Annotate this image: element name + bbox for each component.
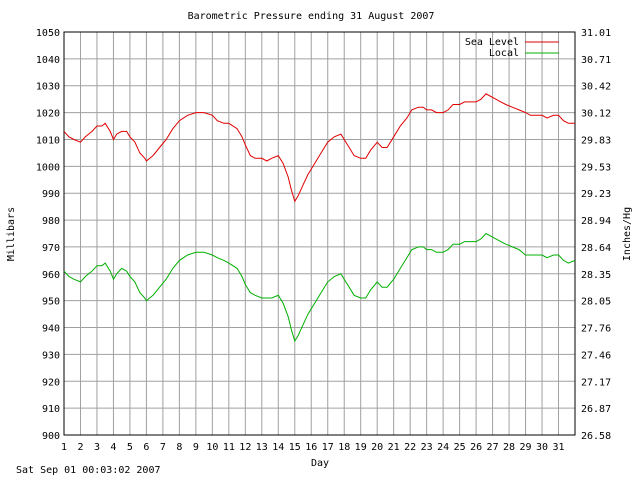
x-tick-label: 27 xyxy=(487,442,499,453)
y-tick-label-left: 990 xyxy=(42,189,60,200)
x-tick-label: 30 xyxy=(536,442,548,453)
y-tick-label-left: 1010 xyxy=(36,135,60,146)
x-tick-label: 9 xyxy=(193,442,199,453)
y-tick-label-right: 30.12 xyxy=(581,109,611,120)
x-tick-label: 20 xyxy=(371,442,383,453)
series-line-sea-level xyxy=(63,93,575,203)
y-tick-label-left: 910 xyxy=(42,404,60,415)
y-tick-labels-right: 26.58 26.87 27.17 27.46 27.76 28.05 28.35 28.64… xyxy=(581,28,611,442)
x-tick-label: 2 xyxy=(77,442,83,453)
x-tick-label: 14 xyxy=(272,442,284,453)
x-tick-label: 3 xyxy=(94,442,100,453)
y-tick-label-right: 26.58 xyxy=(581,431,611,442)
x-tick-label: 19 xyxy=(355,442,367,453)
x-tick-label: 25 xyxy=(454,442,466,453)
x-tick-label: 22 xyxy=(404,442,416,453)
x-tick-label: 10 xyxy=(206,442,218,453)
chart-title: Barometric Pressure ending 31 August 200… xyxy=(188,11,435,22)
y-tick-label-right: 27.76 xyxy=(581,324,611,335)
x-tick-label: 15 xyxy=(289,442,301,453)
y-tick-label-right: 27.46 xyxy=(581,350,611,361)
y-tick-label-right: 28.64 xyxy=(581,243,611,254)
y-tick-label-right: 29.53 xyxy=(581,162,611,173)
x-tick-label: 16 xyxy=(305,442,317,453)
y-tick-label-left: 950 xyxy=(42,297,60,308)
y-tick-label-right: 30.71 xyxy=(581,55,611,66)
legend-label-sea-level: Sea Level xyxy=(465,37,519,48)
legend: Sea Level Local xyxy=(465,37,559,59)
y-tick-labels-left: 900 910 920 930 940 950 960 970 980 990 1000 1010 10… xyxy=(36,28,60,442)
y-tick-label-right: 29.23 xyxy=(581,189,611,200)
x-tick-label: 11 xyxy=(223,442,235,453)
x-tick-label: 26 xyxy=(470,442,482,453)
y-tick-label-left: 930 xyxy=(42,350,60,361)
x-tick-label: 8 xyxy=(176,442,182,453)
y-tick-label-left: 900 xyxy=(42,431,60,442)
legend-label-local: Local xyxy=(489,48,519,59)
y-tick-label-right: 29.83 xyxy=(581,135,611,146)
x-axis-label: Day xyxy=(311,458,329,469)
series-lines xyxy=(63,93,576,343)
x-tick-label: 29 xyxy=(520,442,532,453)
plot-frame xyxy=(63,31,576,436)
y-tick-label-left: 920 xyxy=(42,377,60,388)
y-tick-label-right: 26.87 xyxy=(581,404,611,415)
y-tick-label-left: 1040 xyxy=(36,55,60,66)
x-tick-label: 12 xyxy=(239,442,251,453)
x-tick-label: 5 xyxy=(127,442,133,453)
y-tick-label-left: 980 xyxy=(42,216,60,227)
y-tick-label-right: 28.35 xyxy=(581,270,611,281)
y-tick-label-right: 31.01 xyxy=(581,28,611,39)
y-tick-label-right: 27.17 xyxy=(581,377,611,388)
x-tick-label: 17 xyxy=(322,442,334,453)
y-tick-label-left: 1030 xyxy=(36,82,60,93)
x-tick-label: 1 xyxy=(61,442,67,453)
x-tick-label: 28 xyxy=(503,442,515,453)
y-tick-label-right: 28.05 xyxy=(581,297,611,308)
y-tick-label-left: 960 xyxy=(42,270,60,281)
y-tick-label-left: 1050 xyxy=(36,28,60,39)
x-tick-label: 23 xyxy=(421,442,433,453)
x-tick-label: 31 xyxy=(552,442,564,453)
x-tick-label: 7 xyxy=(160,442,166,453)
x-tick-label: 24 xyxy=(437,442,449,453)
x-tick-label: 13 xyxy=(256,442,268,453)
y-tick-label-left: 940 xyxy=(42,324,60,335)
generated-timestamp: Sat Sep 01 00:03:02 2007 xyxy=(16,465,161,476)
y-tick-label-left: 1000 xyxy=(36,162,60,173)
y-tick-label-left: 1020 xyxy=(36,109,60,120)
grid xyxy=(64,32,575,435)
y-tick-label-right: 30.42 xyxy=(581,82,611,93)
x-tick-label: 4 xyxy=(110,442,116,453)
y-tick-label-left: 970 xyxy=(42,243,60,254)
y-axis-label: Millibars xyxy=(6,207,17,261)
series-line-local xyxy=(63,232,576,343)
y-tick-label-right: 28.94 xyxy=(581,216,611,227)
x-tick-labels: 1 2 3 4 5 6 7 8 9 10 11 12 13 14 15 16 17 18 19 20 21 22 23 24 2… xyxy=(61,442,565,453)
x-tick-label: 18 xyxy=(338,442,350,453)
x-tick-label: 6 xyxy=(143,442,149,453)
x-tick-label: 21 xyxy=(388,442,400,453)
y-axis-label-right: Inches/Hg xyxy=(622,207,633,261)
